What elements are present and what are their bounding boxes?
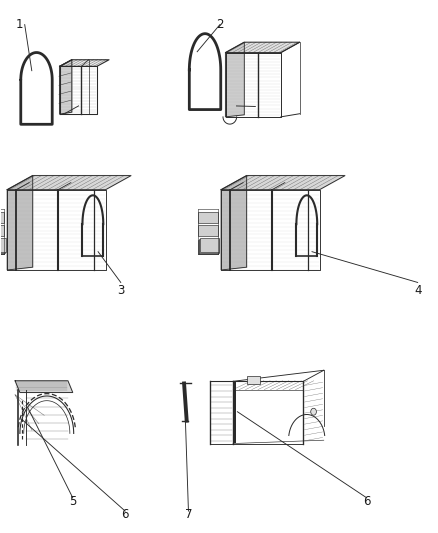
FancyBboxPatch shape xyxy=(199,239,219,253)
Circle shape xyxy=(311,408,316,415)
FancyBboxPatch shape xyxy=(0,238,6,252)
FancyBboxPatch shape xyxy=(200,238,219,252)
Text: 4: 4 xyxy=(414,284,421,297)
FancyBboxPatch shape xyxy=(198,225,218,236)
FancyBboxPatch shape xyxy=(0,225,4,236)
Polygon shape xyxy=(15,381,73,392)
Polygon shape xyxy=(226,42,244,117)
Text: 6: 6 xyxy=(363,495,370,508)
FancyBboxPatch shape xyxy=(0,212,4,223)
Polygon shape xyxy=(7,175,33,270)
FancyBboxPatch shape xyxy=(0,240,4,254)
Polygon shape xyxy=(226,42,300,53)
FancyBboxPatch shape xyxy=(198,240,218,254)
Polygon shape xyxy=(60,60,109,66)
Text: 1: 1 xyxy=(15,18,23,31)
FancyBboxPatch shape xyxy=(0,240,4,254)
Text: 6: 6 xyxy=(121,508,129,521)
FancyBboxPatch shape xyxy=(198,212,218,223)
FancyBboxPatch shape xyxy=(0,239,5,253)
Polygon shape xyxy=(7,175,131,190)
Polygon shape xyxy=(221,175,247,270)
Text: 2: 2 xyxy=(216,18,224,31)
FancyBboxPatch shape xyxy=(198,240,218,254)
Text: 7: 7 xyxy=(185,508,192,521)
Polygon shape xyxy=(221,175,345,190)
Text: 5: 5 xyxy=(69,495,76,508)
Bar xyxy=(247,376,260,384)
Text: 3: 3 xyxy=(117,284,124,297)
Polygon shape xyxy=(60,60,72,114)
